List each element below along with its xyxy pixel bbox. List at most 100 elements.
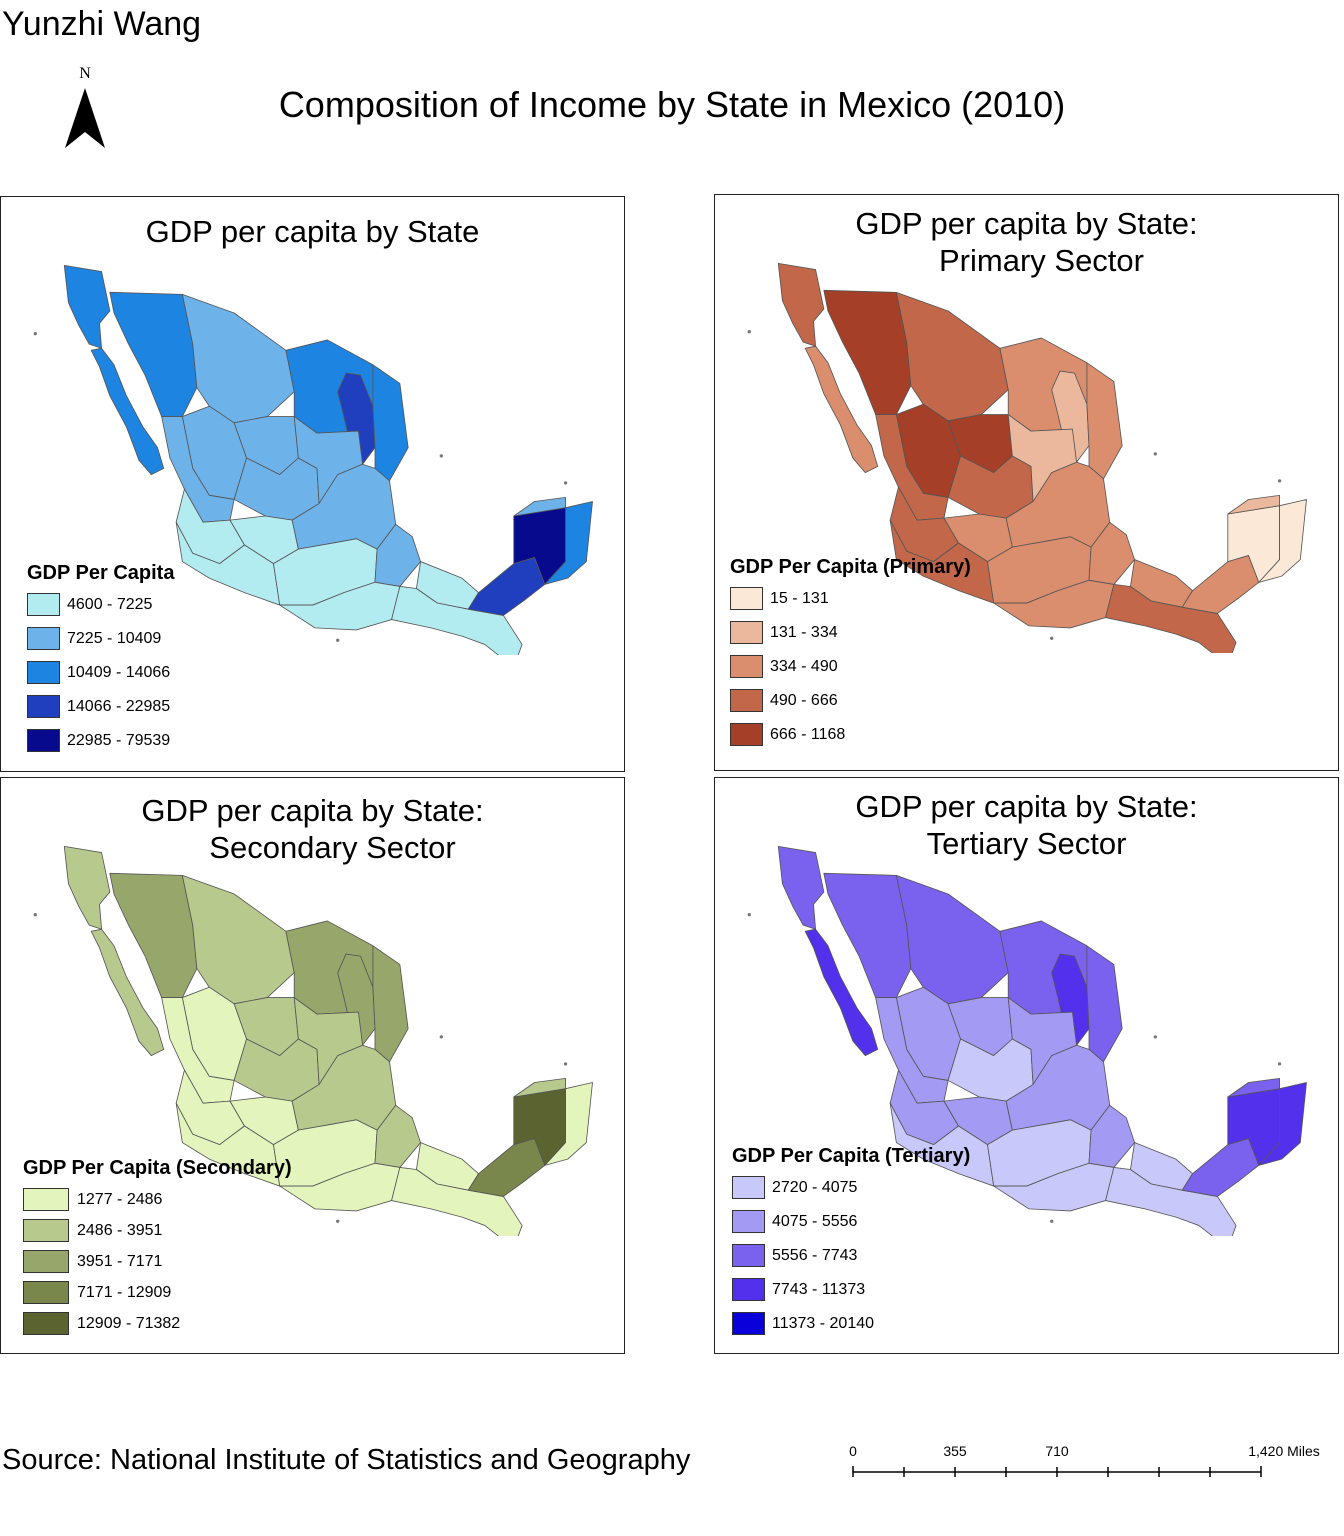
state-region xyxy=(895,291,1009,422)
legend-title: GDP Per Capita (Primary) xyxy=(730,556,971,578)
legend-item: 2486 - 3951 xyxy=(23,1219,292,1250)
legend-label: 7743 - 11373 xyxy=(772,1281,866,1298)
island-marker xyxy=(1277,479,1282,483)
legend-item: 11373 - 20140 xyxy=(732,1312,970,1346)
state-region xyxy=(467,557,546,616)
panel-subtitle: Primary Sector xyxy=(939,243,1144,278)
mexico-map xyxy=(33,264,593,655)
legend-item: 7171 - 12909 xyxy=(23,1281,292,1312)
legend-swatch xyxy=(730,587,763,610)
island-marker xyxy=(563,481,568,485)
state-region xyxy=(777,262,825,347)
legend: GDP Per Capita (Secondary) 1277 - 2486 24… xyxy=(23,1156,292,1343)
state-region xyxy=(1258,499,1307,583)
state-region xyxy=(161,416,235,523)
legend-swatch xyxy=(23,1281,69,1304)
state-region xyxy=(875,997,949,1104)
legend-swatch xyxy=(23,1250,69,1273)
island-marker xyxy=(1153,1035,1157,1039)
panel-tertiary: GDP per capita by State: Tertiary Sector… xyxy=(714,777,1339,1354)
state-region xyxy=(544,1082,593,1166)
scale-tick-label: 355 xyxy=(943,1443,967,1459)
legend-swatch xyxy=(27,729,60,752)
scale-tick-label: 0 xyxy=(849,1443,857,1459)
state-region xyxy=(895,874,1009,1005)
panel-title: GDP per capita by State: xyxy=(855,789,1198,824)
legend-swatch xyxy=(27,695,60,718)
legend-title: GDP Per Capita (Secondary) xyxy=(23,1157,292,1179)
legend-item: 12909 - 71382 xyxy=(23,1312,292,1343)
state-region xyxy=(181,874,295,1005)
state-region xyxy=(1105,584,1237,653)
legend-item: 3951 - 7171 xyxy=(23,1250,292,1281)
legend-item: 490 - 666 xyxy=(730,689,971,723)
legend: GDP Per Capita (Primary) 15 - 131 131 - 3… xyxy=(730,555,971,757)
legend-item: 10409 - 14066 xyxy=(27,661,174,695)
legend-swatch xyxy=(732,1312,765,1335)
north-letter: N xyxy=(79,65,91,82)
state-region xyxy=(1181,555,1260,614)
legend-item: 4600 - 7225 xyxy=(27,593,174,627)
legend-title: GDP Per Capita (Tertiary) xyxy=(732,1145,971,1167)
legend-item: 2720 - 4075 xyxy=(732,1176,970,1210)
legend-label: 2486 - 3951 xyxy=(77,1222,163,1239)
north-arrow-icon: N xyxy=(65,65,105,148)
island-marker xyxy=(336,638,340,642)
legend-swatch xyxy=(732,1176,765,1199)
state-region xyxy=(1227,1077,1280,1098)
legend-title: GDP Per Capita xyxy=(27,562,175,584)
state-region xyxy=(181,293,295,424)
legend-swatch xyxy=(730,723,763,746)
island-marker xyxy=(747,913,751,917)
island-marker xyxy=(33,913,37,917)
state-region xyxy=(63,845,111,930)
island-marker xyxy=(1153,452,1157,456)
legend-label: 5556 - 7743 xyxy=(772,1247,858,1264)
state-region xyxy=(161,997,235,1104)
state-region xyxy=(513,496,566,517)
legend-swatch xyxy=(23,1219,69,1242)
island-marker xyxy=(439,454,443,458)
island-marker xyxy=(439,1035,443,1039)
state-region xyxy=(1086,362,1123,480)
legend-item: 334 - 490 xyxy=(730,655,971,689)
legend-swatch xyxy=(732,1278,765,1301)
legend-swatch xyxy=(732,1210,765,1233)
legend-item: 15 - 131 xyxy=(730,587,971,621)
legend-label: 2720 - 4075 xyxy=(772,1179,858,1196)
island-marker xyxy=(1050,1219,1054,1223)
state-region xyxy=(804,345,879,473)
legend-label: 490 - 666 xyxy=(770,692,838,709)
state-region xyxy=(1258,1082,1307,1166)
state-region xyxy=(391,1167,523,1236)
legend-item: 22985 - 79539 xyxy=(27,729,174,763)
legend-label: 7225 - 10409 xyxy=(67,630,162,647)
legend-swatch xyxy=(27,627,60,650)
state-region xyxy=(777,845,825,930)
legend-label: 4600 - 7225 xyxy=(67,596,153,613)
state-region xyxy=(467,1138,546,1197)
state-region xyxy=(391,586,523,655)
state-region xyxy=(544,501,593,585)
legend-label: 131 - 334 xyxy=(770,624,838,641)
legend-swatch xyxy=(730,655,763,678)
legend-label: 10409 - 14066 xyxy=(67,664,171,681)
panel-primary: GDP per capita by State: Primary Sector … xyxy=(714,194,1339,771)
legend-swatch xyxy=(27,593,60,616)
legend-item: 1277 - 2486 xyxy=(23,1188,292,1219)
state-region xyxy=(372,945,409,1063)
legend-item: 7225 - 10409 xyxy=(27,627,174,661)
panel-subtitle: Tertiary Sector xyxy=(926,826,1127,861)
legend-label: 12909 - 71382 xyxy=(77,1315,181,1332)
panel-secondary: GDP per capita by State: Secondary Secto… xyxy=(0,777,625,1354)
state-region xyxy=(875,414,949,521)
island-marker xyxy=(1277,1062,1282,1066)
legend: GDP Per Capita 4600 - 7225 7225 - 10409 10… xyxy=(27,561,174,763)
island-marker xyxy=(33,332,37,336)
state-region xyxy=(804,928,879,1056)
state-region xyxy=(1181,1138,1260,1197)
island-marker xyxy=(747,330,751,334)
legend-label: 22985 - 79539 xyxy=(67,732,171,749)
state-region xyxy=(1105,1167,1237,1236)
panel-subtitle: Secondary Sector xyxy=(209,830,456,865)
